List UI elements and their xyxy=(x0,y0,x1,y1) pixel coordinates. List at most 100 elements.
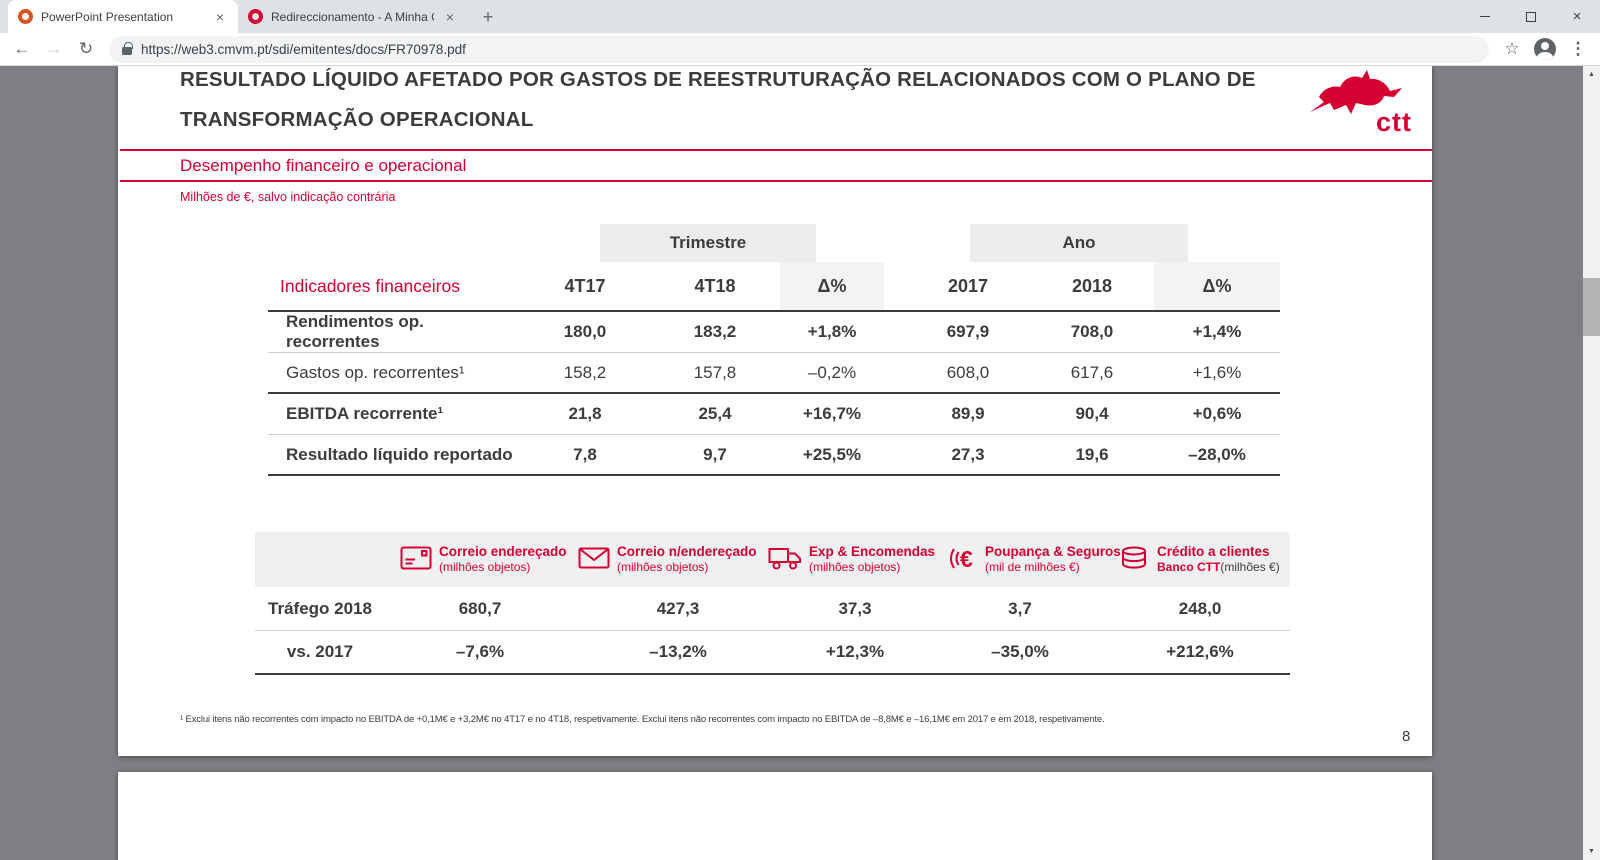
table-cell: –28,0% xyxy=(1188,444,1246,464)
section-title: Desempenho financeiro e operacional xyxy=(180,156,467,175)
slide-title: RESULTADO LÍQUIDO AFETADO POR GASTOS DE … xyxy=(180,66,1300,140)
table-row: Gastos op. recorrentes¹ 158,2 157,8 –0,2… xyxy=(268,353,1280,394)
euro-icon: € xyxy=(950,546,973,572)
table-cell: –7,6% xyxy=(455,642,505,661)
row-label: Gastos op. recorrentes¹ xyxy=(286,362,465,382)
traffic-col-subtitle: (milhões objetos) xyxy=(809,560,901,575)
table-cell: 248,0 xyxy=(1178,598,1222,618)
table-group-headers: Trimestre Ano xyxy=(268,224,1280,262)
traffic-col-title: Crédito a clientes xyxy=(1157,544,1270,559)
table-cell: +1,8% xyxy=(807,322,857,341)
table-cell: 7,8 xyxy=(573,444,597,464)
table-cell: –13,2% xyxy=(649,642,707,661)
delta-column-shading xyxy=(1154,262,1280,310)
scroll-up-icon[interactable]: ▲ xyxy=(1583,66,1600,83)
table-cell: –0,2% xyxy=(807,362,857,382)
column-header: Δ% xyxy=(817,275,847,296)
traffic-col-correio-nao-enderecado: Correio n/endereçado (milhões objetos) xyxy=(578,544,757,575)
forward-button[interactable]: → xyxy=(45,39,63,58)
maximize-button[interactable] xyxy=(1508,0,1554,33)
new-tab-button[interactable]: + xyxy=(482,6,494,27)
pdf-page-8: RESULTADO LÍQUIDO AFETADO POR GASTOS DE … xyxy=(118,66,1432,756)
browser-toolbar: ← → ↻ https://web3.cmvm.pt/sdi/emitentes… xyxy=(0,33,1600,66)
ctt-horse-icon xyxy=(1310,70,1402,114)
url-text[interactable]: https://web3.cmvm.pt/sdi/emitentes/docs/… xyxy=(141,41,466,57)
minimize-button[interactable] xyxy=(1462,0,1508,33)
tab-redireccionamento[interactable]: Redireccionamento - A Minha Co × xyxy=(238,0,468,33)
group-header-trimestre: Trimestre xyxy=(600,224,816,262)
window-controls: × xyxy=(1462,0,1600,33)
traffic-col-expresso-encomendas: Exp & Encomendas (milhões objetos) xyxy=(768,544,935,575)
svg-text:€: € xyxy=(960,546,973,572)
reload-button[interactable]: ↻ xyxy=(78,39,94,58)
table-cell: +1,4% xyxy=(1192,322,1242,341)
units-note: Milhões de €, salvo indicação contrária xyxy=(180,190,396,204)
table-cell: 27,3 xyxy=(951,444,985,464)
row-label: EBITDA recorrente¹ xyxy=(286,404,444,423)
table-cell: +16,7% xyxy=(802,404,862,423)
table-cell: 180,0 xyxy=(563,322,607,341)
profile-avatar-icon xyxy=(1534,38,1556,60)
table-cell: 25,4 xyxy=(698,404,732,423)
group-header-ano: Ano xyxy=(970,224,1188,262)
profile-button[interactable] xyxy=(1530,34,1560,64)
row-label: vs. 2017 xyxy=(286,642,354,661)
page-number: 8 xyxy=(1402,728,1411,745)
table-row: Resultado líquido reportado 7,8 9,7 +25,… xyxy=(268,435,1280,476)
row-label: Resultado líquido reportado xyxy=(286,444,513,464)
table-row: EBITDA recorrente¹ 21,8 25,4 +16,7% 89,9… xyxy=(268,394,1280,435)
table-cell: 3,7 xyxy=(1008,598,1032,618)
traffic-col-title: Correio n/endereçado xyxy=(617,544,757,559)
table-row: Rendimentos op. recorrentes 180,0 183,2 … xyxy=(268,312,1280,353)
column-header: Δ% xyxy=(1202,275,1232,296)
table-cell: 89,9 xyxy=(951,404,985,423)
tab-close-icon[interactable]: × xyxy=(445,8,455,25)
traffic-table: Correio endereçado (milhões objetos) xyxy=(255,532,1290,675)
table-cell: 427,3 xyxy=(656,598,700,618)
envelope-icon xyxy=(578,547,610,569)
traffic-col-title: Poupança & Seguros xyxy=(985,544,1121,559)
tab-bar: PowerPoint Presentation × Redireccioname… xyxy=(0,0,1600,33)
tab-title: Redireccionamento - A Minha Co xyxy=(271,9,434,24)
table-cell: +12,3% xyxy=(825,642,885,661)
powerpoint-favicon-icon xyxy=(18,9,33,24)
traffic-table-header: Correio endereçado (milhões objetos) xyxy=(255,532,1290,587)
tab-powerpoint-presentation[interactable]: PowerPoint Presentation × xyxy=(8,0,238,33)
table-cell: 158,2 xyxy=(563,362,607,382)
scrollbar-thumb[interactable] xyxy=(1583,278,1600,336)
browser-menu-button[interactable]: ⋮ xyxy=(1569,39,1587,58)
scroll-down-icon[interactable]: ▼ xyxy=(1583,843,1600,860)
addressed-mail-icon xyxy=(400,546,432,570)
back-button[interactable]: ← xyxy=(13,39,31,58)
close-window-button[interactable]: × xyxy=(1572,8,1582,25)
table-cell: +212,6% xyxy=(1166,642,1234,661)
table-cell: 37,3 xyxy=(838,598,872,618)
traffic-col-subtitle: (milhões objetos) xyxy=(617,560,709,575)
table-cell: +0,6% xyxy=(1192,404,1242,423)
column-header: 2017 xyxy=(947,275,989,296)
traffic-col-subtitle: Banco CTT(milhões €) xyxy=(1157,560,1280,575)
divider-line xyxy=(120,180,1432,182)
table-row: Tráfego 2018 680,7 427,3 37,3 3,7 248,0 xyxy=(255,587,1290,631)
traffic-col-title: Correio endereçado xyxy=(439,544,567,559)
table-cell: +1,6% xyxy=(1192,362,1242,382)
scrollbar[interactable]: ▲ ▼ xyxy=(1583,66,1600,860)
coins-icon xyxy=(1122,546,1146,569)
lock-icon xyxy=(122,42,133,55)
table-cell: 183,2 xyxy=(693,322,737,341)
table-cell: –35,0% xyxy=(991,642,1049,661)
table-cell: 697,9 xyxy=(946,322,990,341)
table-row: vs. 2017 –7,6% –13,2% +12,3% –35,0% +212… xyxy=(255,631,1290,675)
tab-close-icon[interactable]: × xyxy=(215,8,225,25)
table-cell: 708,0 xyxy=(1070,322,1114,341)
ctt-logo-text: ctt xyxy=(1376,107,1412,137)
divider-line xyxy=(120,149,1432,151)
table-cell: 21,8 xyxy=(568,404,602,423)
table-title: Indicadores financeiros xyxy=(280,275,460,296)
address-bar[interactable]: https://web3.cmvm.pt/sdi/emitentes/docs/… xyxy=(109,35,1489,63)
traffic-col-correio-enderecado: Correio endereçado (milhões objetos) xyxy=(400,544,567,575)
table-cell: +25,5% xyxy=(802,444,862,464)
table-cell: 90,4 xyxy=(1075,404,1109,423)
bookmark-star-button[interactable]: ☆ xyxy=(1504,39,1520,58)
